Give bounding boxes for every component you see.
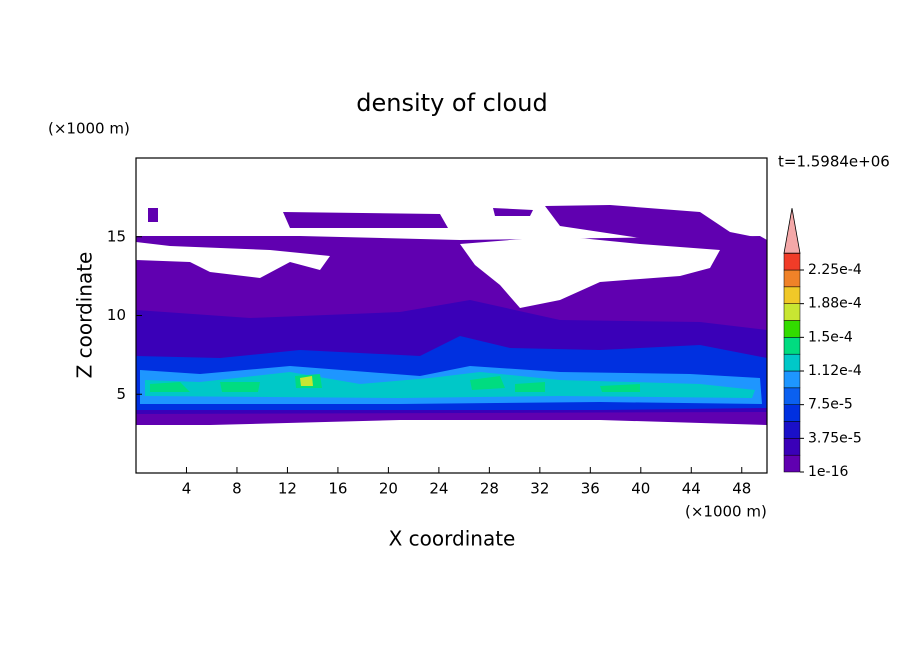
- colorbar-tick-label: 2.25e-4: [808, 262, 862, 278]
- contour-hole: [460, 236, 720, 308]
- colorbar-band: [783, 404, 801, 422]
- colorbar-band: [783, 438, 801, 456]
- colorbar-tick-label: 1.12e-4: [808, 363, 862, 379]
- colorbar-tick-label: 7.5e-5: [808, 397, 853, 413]
- contour-region: [300, 376, 313, 386]
- contour-hole: [136, 242, 330, 278]
- colorbar-band: [783, 387, 801, 405]
- x-tick-label: 44: [682, 480, 701, 498]
- x-tick-label: 28: [480, 480, 499, 498]
- colorbar-tick-label: 1.88e-4: [808, 296, 862, 312]
- x-tick-label: 20: [379, 480, 398, 498]
- y-tick-label: 15: [107, 227, 126, 245]
- time-label: t=1.5984e+06: [778, 153, 890, 171]
- colorbar-band: [783, 454, 801, 473]
- colorbar-extend: [783, 208, 801, 254]
- contour-region: [150, 374, 640, 392]
- x-tick-label: 8: [232, 480, 242, 498]
- colorbar-band: [783, 252, 801, 271]
- colorbar-band: [783, 421, 801, 439]
- contour-region: [148, 205, 760, 244]
- x-unit: (×1000 m): [685, 503, 767, 521]
- colorbar-band: [783, 269, 801, 288]
- x-axis-title: X coordinate: [389, 527, 516, 551]
- colorbar-band: [783, 303, 801, 321]
- x-tick-label: 12: [278, 480, 297, 498]
- x-tick-label: 36: [581, 480, 600, 498]
- colorbar-band: [783, 286, 801, 304]
- x-tick-label: 32: [530, 480, 549, 498]
- x-tick-label: 4: [182, 480, 192, 498]
- colorbar-tick-label: 3.75e-5: [808, 430, 862, 446]
- x-tick-label: 16: [328, 480, 347, 498]
- contour-field: [136, 205, 767, 425]
- colorbar-band: [783, 320, 801, 338]
- colorbar-band: [783, 337, 801, 355]
- x-tick-label: 24: [429, 480, 448, 498]
- colorbar-tick-label: 1.5e-4: [808, 329, 853, 345]
- chart-title: density of cloud: [356, 89, 547, 117]
- y-axis-title: Z coordinate: [73, 252, 97, 379]
- colorbar-band: [783, 353, 801, 372]
- y-tick-label: 5: [116, 385, 126, 403]
- colorbar-band: [783, 370, 801, 389]
- colorbar-tick-label: 1e-16: [808, 464, 848, 480]
- y-tick-label: 10: [107, 306, 126, 324]
- x-tick-label: 48: [732, 480, 751, 498]
- x-tick-label: 40: [631, 480, 650, 498]
- y-unit: (×1000 m): [48, 120, 130, 138]
